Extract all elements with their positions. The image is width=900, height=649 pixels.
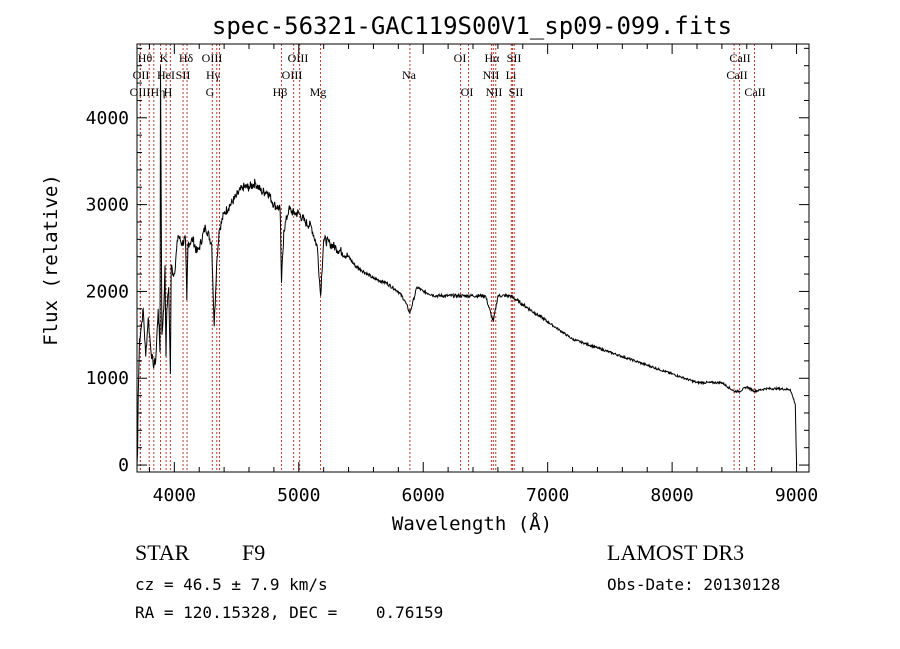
spectrum-line bbox=[136, 65, 798, 466]
line-label-row1-0: Hθ bbox=[138, 51, 153, 65]
x-tick-label-8000: 8000 bbox=[650, 485, 693, 506]
line-label-row1-3: OIII bbox=[202, 51, 223, 65]
survey-name: LAMOST DR3 bbox=[607, 540, 745, 565]
line-label-row1-4: OIII bbox=[288, 51, 309, 65]
line-label-row2-6: NII bbox=[483, 68, 500, 82]
obs-date: Obs-Date: 20130128 bbox=[607, 575, 781, 594]
line-label-row2-5: Na bbox=[402, 68, 417, 82]
line-label-row1-1: K bbox=[160, 51, 169, 65]
y-axis-label: Flux (relative) bbox=[40, 174, 62, 346]
line-label-row2-0: OII bbox=[133, 68, 150, 82]
object-type: STAR bbox=[135, 540, 190, 565]
x-tick-label-5000: 5000 bbox=[277, 485, 320, 506]
emission-line-markers bbox=[139, 44, 755, 472]
line-label-row2-4: OIII bbox=[282, 68, 303, 82]
line-label-row3-0: OIII bbox=[130, 85, 151, 99]
line-label-row2-2: SII bbox=[176, 68, 191, 82]
line-label-row3-3: G bbox=[206, 85, 215, 99]
line-label-row3-6: OI bbox=[461, 85, 474, 99]
line-label-row2-3: Hγ bbox=[206, 68, 221, 82]
line-label-row2-8: CaII bbox=[726, 68, 747, 82]
redshift-cz: cz = 46.5 ± 7.9 km/s bbox=[135, 575, 328, 594]
x-tick-label-7000: 7000 bbox=[526, 485, 569, 506]
spectral-subclass: F9 bbox=[242, 540, 266, 565]
axis-ticks: 4000 5000 6000 7000 8000 9000 0 1000 2000 3000 400… bbox=[86, 44, 818, 506]
line-label-row1-5: OI bbox=[454, 51, 467, 65]
y-tick-label-3000: 3000 bbox=[86, 195, 129, 216]
line-label-row2-1: HeI bbox=[157, 68, 175, 82]
x-tick-label-4000: 4000 bbox=[153, 485, 196, 506]
x-tick-label-6000: 6000 bbox=[402, 485, 445, 506]
line-label-row1-8: CaII bbox=[729, 51, 750, 65]
line-label-row1-7: SII bbox=[507, 51, 522, 65]
y-tick-label-0: 0 bbox=[118, 455, 129, 476]
y-tick-label-2000: 2000 bbox=[86, 281, 129, 302]
x-tick-label-9000: 9000 bbox=[775, 485, 818, 506]
line-label-row3-5: Mg bbox=[310, 85, 327, 99]
chart-title: spec-56321-GAC119S00V1_sp09-099.fits bbox=[212, 12, 732, 40]
line-label-row3-1: Hη bbox=[151, 85, 166, 99]
x-axis-label: Wavelength (Å) bbox=[392, 512, 552, 535]
spectrum-series bbox=[136, 65, 798, 466]
line-label-row3-9: CaII bbox=[744, 85, 765, 99]
coordinates: RA = 120.15328, DEC = 0.76159 bbox=[135, 603, 444, 622]
line-label-row3-7: NII bbox=[486, 85, 503, 99]
y-tick-label-4000: 4000 bbox=[86, 108, 129, 129]
line-label-row1-2: Hδ bbox=[179, 51, 194, 65]
line-label-row1-6: Hα bbox=[485, 51, 501, 65]
line-label-row3-4: Hβ bbox=[273, 85, 288, 99]
y-tick-label-1000: 1000 bbox=[86, 368, 129, 389]
line-label-row3-2: H bbox=[164, 85, 173, 99]
plot-frame bbox=[136, 43, 810, 473]
line-label-row2-7: Li bbox=[506, 68, 517, 82]
line-label-row3-8: SII bbox=[509, 85, 524, 99]
